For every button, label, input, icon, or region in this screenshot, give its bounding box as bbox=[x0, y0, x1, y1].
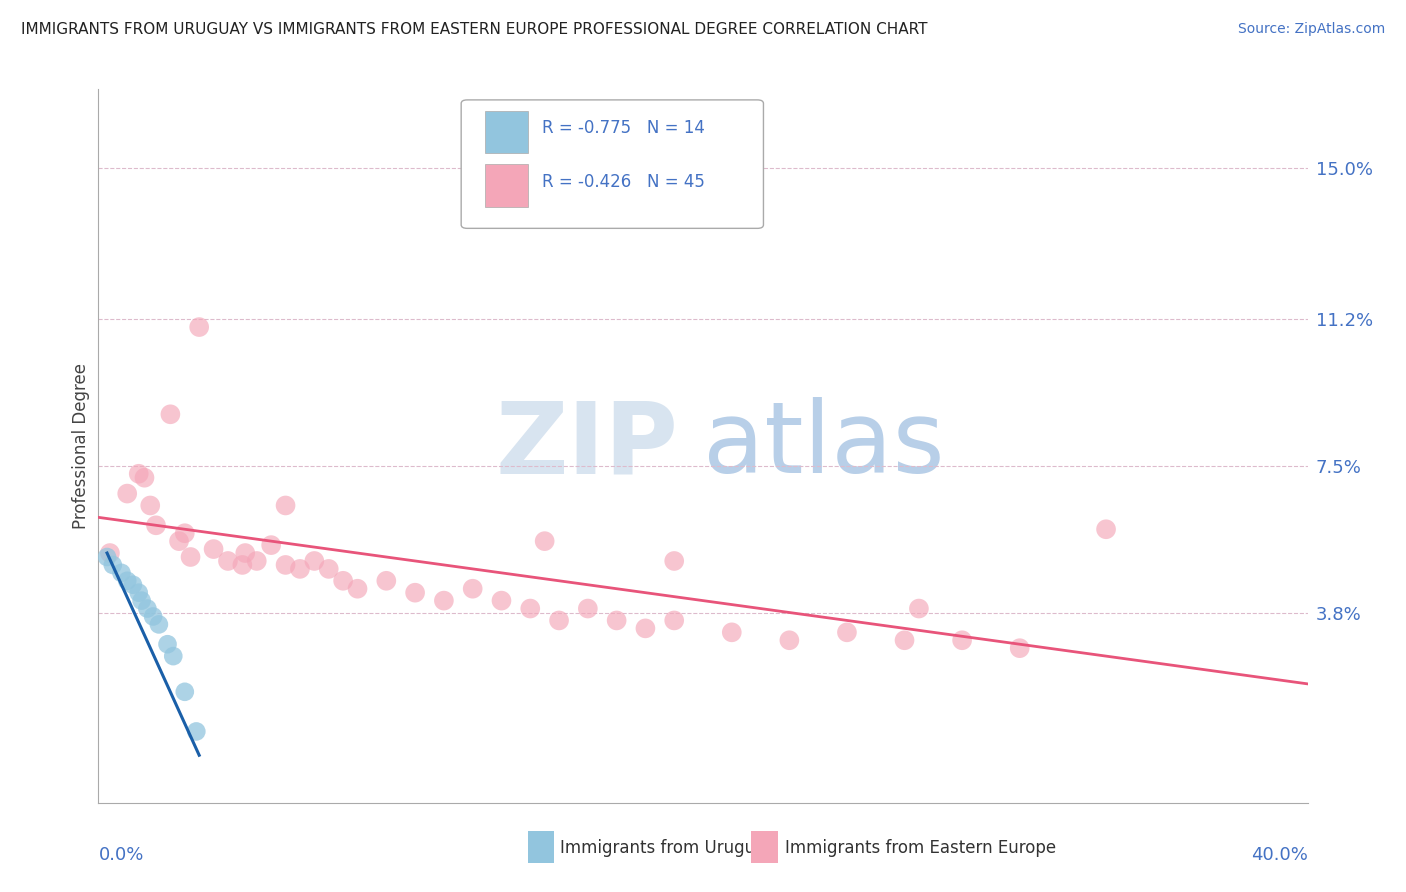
Point bbox=[950, 633, 973, 648]
Point bbox=[173, 526, 195, 541]
Text: IMMIGRANTS FROM URUGUAY VS IMMIGRANTS FROM EASTERN EUROPE PROFESSIONAL DEGREE CO: IMMIGRANTS FROM URUGUAY VS IMMIGRANTS FR… bbox=[21, 22, 928, 37]
Text: Source: ZipAtlas.com: Source: ZipAtlas.com bbox=[1237, 22, 1385, 37]
Point bbox=[260, 538, 283, 552]
Point bbox=[634, 621, 657, 635]
Point bbox=[576, 601, 599, 615]
Point bbox=[318, 562, 340, 576]
Point bbox=[533, 534, 555, 549]
Point bbox=[186, 724, 208, 739]
Point bbox=[122, 578, 145, 592]
Point bbox=[664, 554, 686, 568]
Point bbox=[720, 625, 742, 640]
Text: ZIP: ZIP bbox=[496, 398, 679, 494]
Point bbox=[491, 593, 513, 607]
Point bbox=[217, 554, 239, 568]
Point bbox=[173, 685, 195, 699]
Point bbox=[274, 558, 297, 572]
Point bbox=[156, 637, 179, 651]
Point bbox=[98, 546, 121, 560]
Text: 0.0%: 0.0% bbox=[98, 846, 143, 863]
Point bbox=[1095, 522, 1118, 536]
Point bbox=[159, 407, 181, 421]
Point bbox=[142, 609, 165, 624]
Point bbox=[188, 320, 211, 334]
Point bbox=[115, 486, 138, 500]
Text: atlas: atlas bbox=[703, 398, 945, 494]
Point bbox=[778, 633, 800, 648]
Text: 40.0%: 40.0% bbox=[1251, 846, 1308, 863]
Point bbox=[115, 574, 138, 588]
Point bbox=[893, 633, 915, 648]
Point bbox=[136, 601, 159, 615]
Point bbox=[202, 542, 225, 557]
Point bbox=[110, 566, 132, 580]
Point bbox=[101, 558, 124, 572]
Point bbox=[162, 649, 184, 664]
Point bbox=[131, 593, 153, 607]
Point bbox=[167, 534, 190, 549]
Point bbox=[548, 614, 571, 628]
Point bbox=[332, 574, 354, 588]
Point bbox=[128, 585, 150, 599]
Bar bbox=[485, 164, 527, 207]
Point bbox=[274, 499, 297, 513]
Bar bbox=[751, 831, 778, 863]
Point bbox=[433, 593, 456, 607]
Point bbox=[835, 625, 858, 640]
Point bbox=[288, 562, 311, 576]
Point bbox=[664, 614, 686, 628]
Point bbox=[134, 471, 156, 485]
Bar bbox=[485, 111, 527, 153]
Point bbox=[128, 467, 150, 481]
Point bbox=[139, 499, 162, 513]
Bar bbox=[527, 831, 554, 863]
Point bbox=[145, 518, 167, 533]
Text: Immigrants from Eastern Europe: Immigrants from Eastern Europe bbox=[785, 838, 1056, 856]
Point bbox=[246, 554, 269, 568]
Point bbox=[404, 585, 426, 599]
Point bbox=[233, 546, 256, 560]
Point bbox=[304, 554, 326, 568]
Text: Immigrants from Uruguay: Immigrants from Uruguay bbox=[561, 838, 776, 856]
Y-axis label: Professional Degree: Professional Degree bbox=[72, 363, 90, 529]
Text: R = -0.426   N = 45: R = -0.426 N = 45 bbox=[543, 173, 704, 191]
Point bbox=[908, 601, 931, 615]
FancyBboxPatch shape bbox=[461, 100, 763, 228]
Point bbox=[461, 582, 484, 596]
Point bbox=[180, 549, 202, 564]
Point bbox=[96, 549, 118, 564]
Point bbox=[346, 582, 368, 596]
Point bbox=[519, 601, 541, 615]
Point bbox=[231, 558, 253, 572]
Text: R = -0.775   N = 14: R = -0.775 N = 14 bbox=[543, 120, 704, 137]
Point bbox=[148, 617, 170, 632]
Point bbox=[1008, 641, 1031, 656]
Point bbox=[606, 614, 628, 628]
Point bbox=[375, 574, 398, 588]
